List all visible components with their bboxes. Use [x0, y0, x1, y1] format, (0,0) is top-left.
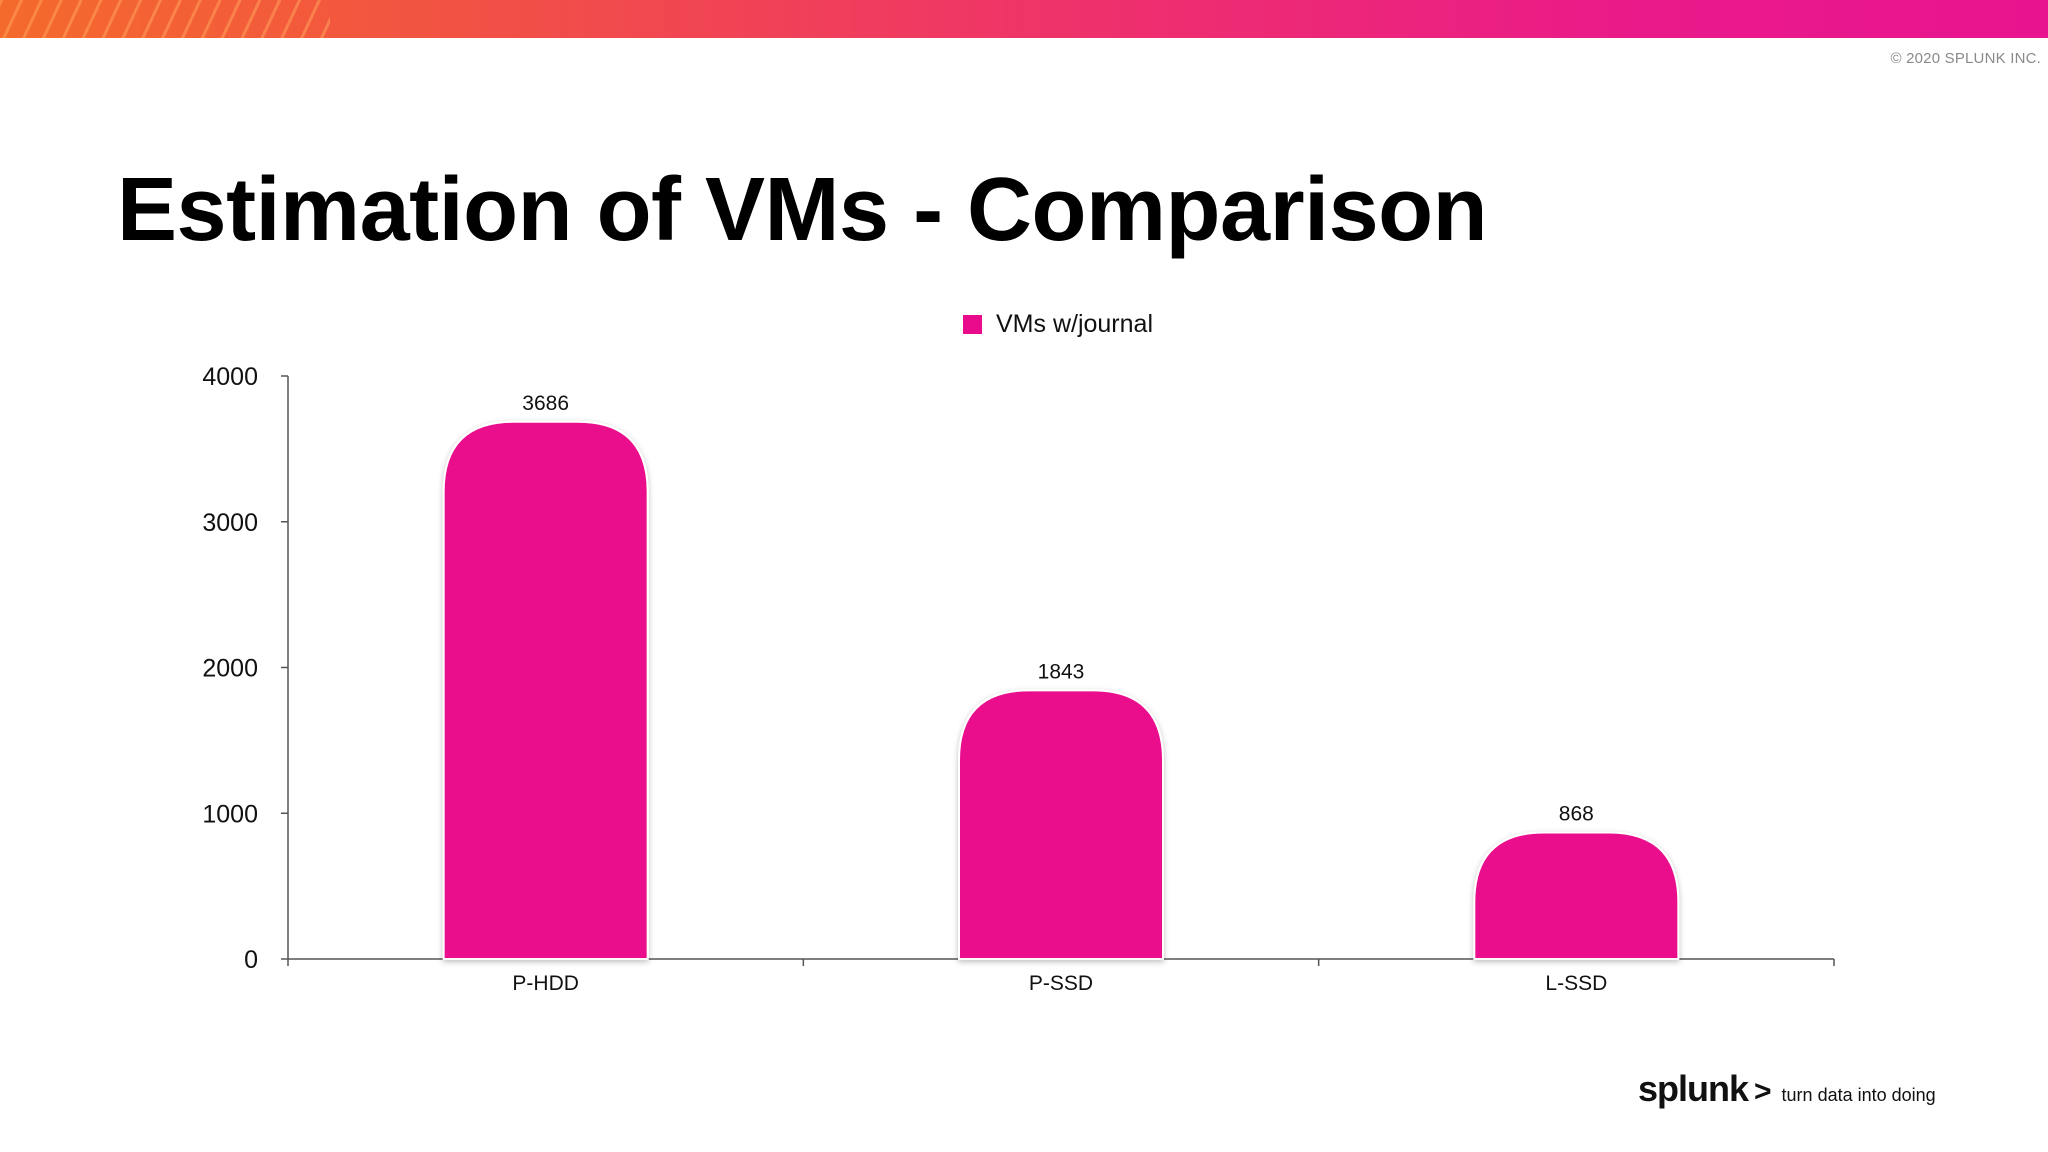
data-label: 1843: [1038, 660, 1085, 683]
x-tick-label: L-SSD: [1545, 972, 1607, 995]
slide-title: Estimation of VMs - Comparison: [117, 160, 1488, 260]
y-tick-label: 1000: [202, 800, 258, 828]
x-tick-label: P-HDD: [512, 972, 579, 995]
y-tick-label: 4000: [202, 363, 258, 391]
chevron-icon: >: [1754, 1075, 1772, 1108]
bar: [958, 689, 1164, 960]
chart-legend: VMs w/journal: [963, 310, 1153, 339]
y-tick-label: 0: [244, 946, 258, 974]
chart-bars: [442, 420, 1680, 960]
data-label: 868: [1559, 802, 1594, 825]
brand-tagline: turn data into doing: [1781, 1085, 1936, 1105]
chart-labels: 0 1000 2000 3000 4000 3686 P-HDD 1843 P-SSD 868 L-…: [202, 363, 1607, 995]
data-label: 3686: [522, 392, 569, 415]
copyright-notice: © 2020 SPLUNK INC.: [1890, 50, 2041, 67]
x-tick-label: P-SSD: [1029, 972, 1093, 995]
splunk-logo: splunk: [1638, 1068, 1749, 1109]
y-tick-label: 3000: [202, 509, 258, 537]
legend-swatch: [963, 315, 982, 334]
top-gradient-band: [0, 0, 2048, 38]
bar: [442, 420, 649, 960]
y-tick-label: 2000: [202, 655, 258, 683]
decorative-stripes: [0, 0, 330, 38]
legend-label: VMs w/journal: [996, 310, 1153, 338]
bar: [1473, 831, 1680, 960]
splunk-branding: splunk > turn data into doing: [1638, 1068, 1936, 1110]
